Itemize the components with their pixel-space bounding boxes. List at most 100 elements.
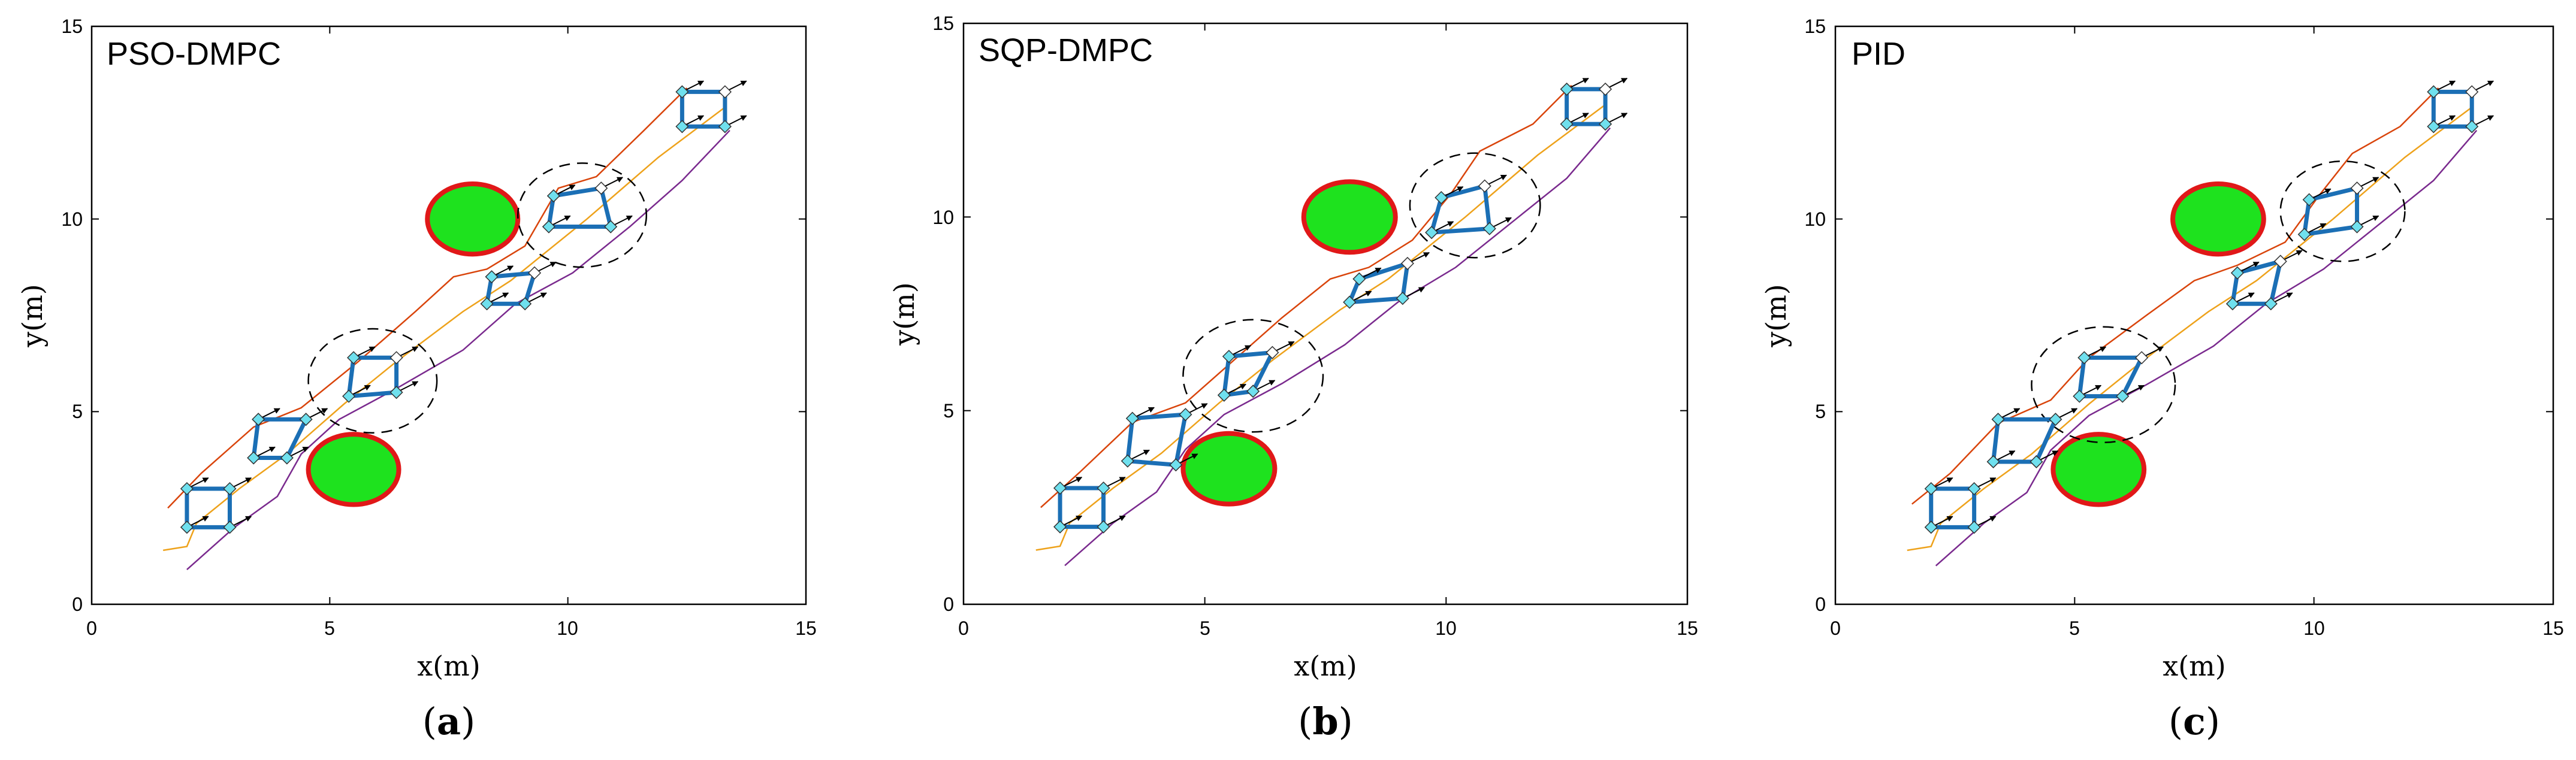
formation-edge (1347, 296, 1405, 305)
agent-marker (675, 120, 689, 134)
x-tick-0-a: 0 (86, 617, 97, 639)
plot-title-c: PID (1852, 36, 1905, 72)
formation-2 (1121, 403, 1208, 472)
agent-marker (1246, 384, 1260, 398)
y-tick-0-b: 0 (943, 594, 954, 615)
agent-marker (2427, 120, 2441, 134)
y-axis-label-c: y(m) (1760, 284, 1792, 348)
trajectory-purple (1064, 127, 1611, 567)
formation-edge (1227, 350, 1275, 359)
agent-marker (1599, 117, 1612, 131)
formation-edge (2120, 355, 2144, 399)
formation-edge (551, 186, 603, 198)
agent-marker (1053, 520, 1067, 534)
formation-5 (542, 177, 633, 234)
safety-circle-2 (517, 162, 648, 268)
formation-edge (1991, 417, 2001, 464)
formation-edge (1130, 412, 1188, 421)
formation-3 (1217, 341, 1295, 402)
agent-marker (1435, 190, 1448, 205)
formation-1 (1924, 477, 1997, 534)
formation-edge (1429, 226, 1492, 235)
formation-1 (1053, 476, 1126, 534)
agent-marker (347, 351, 361, 365)
agent-marker (223, 520, 237, 534)
agent-marker (2135, 351, 2149, 365)
formation-2 (1986, 408, 2078, 469)
x-tick-5-c: 5 (2069, 617, 2080, 639)
agent-marker (389, 386, 403, 399)
panel-a: PSO-DMPC 0 5 10 15 0 5 10 15 x(m) y(m) (… (16, 16, 817, 743)
plot-content-b (963, 23, 1688, 605)
caption-letter-c: c (2183, 700, 2206, 743)
agent-marker (594, 181, 608, 195)
agent-marker (1924, 520, 1938, 534)
formation-edge (251, 417, 261, 461)
obstacle-2 (2050, 432, 2147, 507)
obstacle-1 (2170, 181, 2266, 257)
formation-edge (490, 271, 537, 279)
panel-c: PID 0 5 10 15 0 5 10 15 x(m) y(m) (c) (1760, 16, 2564, 743)
safety-circle-1 (2031, 326, 2176, 444)
agent-marker (1967, 520, 1981, 534)
agent-marker (1352, 272, 1366, 286)
formation-4 (480, 261, 557, 311)
panel-b: SQP-DMPC 0 5 10 15 0 5 10 15 x(m) y(m) (… (888, 13, 1698, 743)
agent-marker (1169, 458, 1183, 472)
formation-1 (180, 477, 252, 534)
agent-marker (2350, 181, 2364, 195)
agent-marker (247, 451, 261, 465)
obstacle-2 (306, 432, 401, 507)
agent-marker (1217, 388, 1231, 402)
x-tick-0-c: 0 (1830, 617, 1841, 639)
agent-marker (518, 297, 532, 311)
x-tick-10-a: 10 (557, 617, 578, 639)
safety-circle-1 (307, 328, 438, 434)
formation-3 (342, 346, 419, 403)
formation-edge (2269, 259, 2283, 306)
x-axis-label-a: x(m) (417, 650, 480, 682)
agent-marker (2049, 413, 2062, 426)
agent-marker (527, 266, 542, 280)
trajectory-red (167, 87, 688, 509)
agent-marker (1266, 346, 1279, 359)
y-axis-label-b: y(m) (888, 282, 920, 346)
caption-c: (c) (2169, 700, 2220, 743)
agent-marker (1097, 520, 1110, 534)
y-tick-10-a: 10 (61, 208, 83, 230)
formation-5 (2297, 177, 2379, 241)
y-axis-label-a: y(m) (16, 284, 49, 348)
agent-marker (1125, 411, 1139, 425)
agent-marker (280, 451, 294, 465)
formation-6 (675, 80, 747, 134)
plot-frame-c (1834, 25, 2554, 605)
agent-marker (485, 270, 499, 284)
plot-title-a: PSO-DMPC (107, 36, 281, 72)
formation-edge (285, 417, 309, 461)
y-tick-10-b: 10 (932, 207, 954, 228)
caption-letter-a: a (437, 700, 461, 743)
formation-edge (346, 390, 399, 399)
agent-marker (180, 520, 194, 534)
x-tick-5-a: 5 (324, 617, 335, 639)
agent-marker (2427, 85, 2441, 99)
agent-marker (252, 413, 265, 426)
formation-3 (2073, 346, 2164, 403)
y-tick-5-a: 5 (72, 401, 83, 422)
x-axis-label-c: x(m) (2163, 650, 2225, 682)
agent-marker (2465, 85, 2479, 99)
x-tick-5-b: 5 (1200, 617, 1210, 639)
agent-marker (1053, 481, 1067, 495)
agent-marker (1121, 454, 1134, 468)
agent-marker (718, 85, 732, 99)
agent-marker (1478, 179, 1491, 193)
y-tick-0-c: 0 (1815, 594, 1826, 615)
formation-edge (2034, 417, 2058, 464)
agent-marker (675, 85, 689, 99)
agent-marker (1967, 482, 1981, 496)
y-tick-15-c: 15 (1804, 16, 1826, 37)
formation-edge (1222, 354, 1231, 398)
agent-marker (180, 482, 194, 496)
agent-marker (1560, 117, 1574, 131)
